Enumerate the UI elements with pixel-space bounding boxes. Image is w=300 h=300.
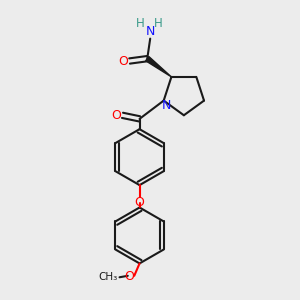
Text: O: O (124, 270, 134, 283)
Text: N: N (161, 99, 171, 112)
Text: H: H (154, 17, 163, 30)
Text: CH₃: CH₃ (98, 272, 117, 282)
Polygon shape (146, 56, 171, 77)
Text: N: N (146, 26, 155, 38)
Text: O: O (135, 196, 145, 209)
Text: H: H (136, 17, 145, 30)
Text: O: O (111, 109, 121, 122)
Text: O: O (118, 55, 128, 68)
